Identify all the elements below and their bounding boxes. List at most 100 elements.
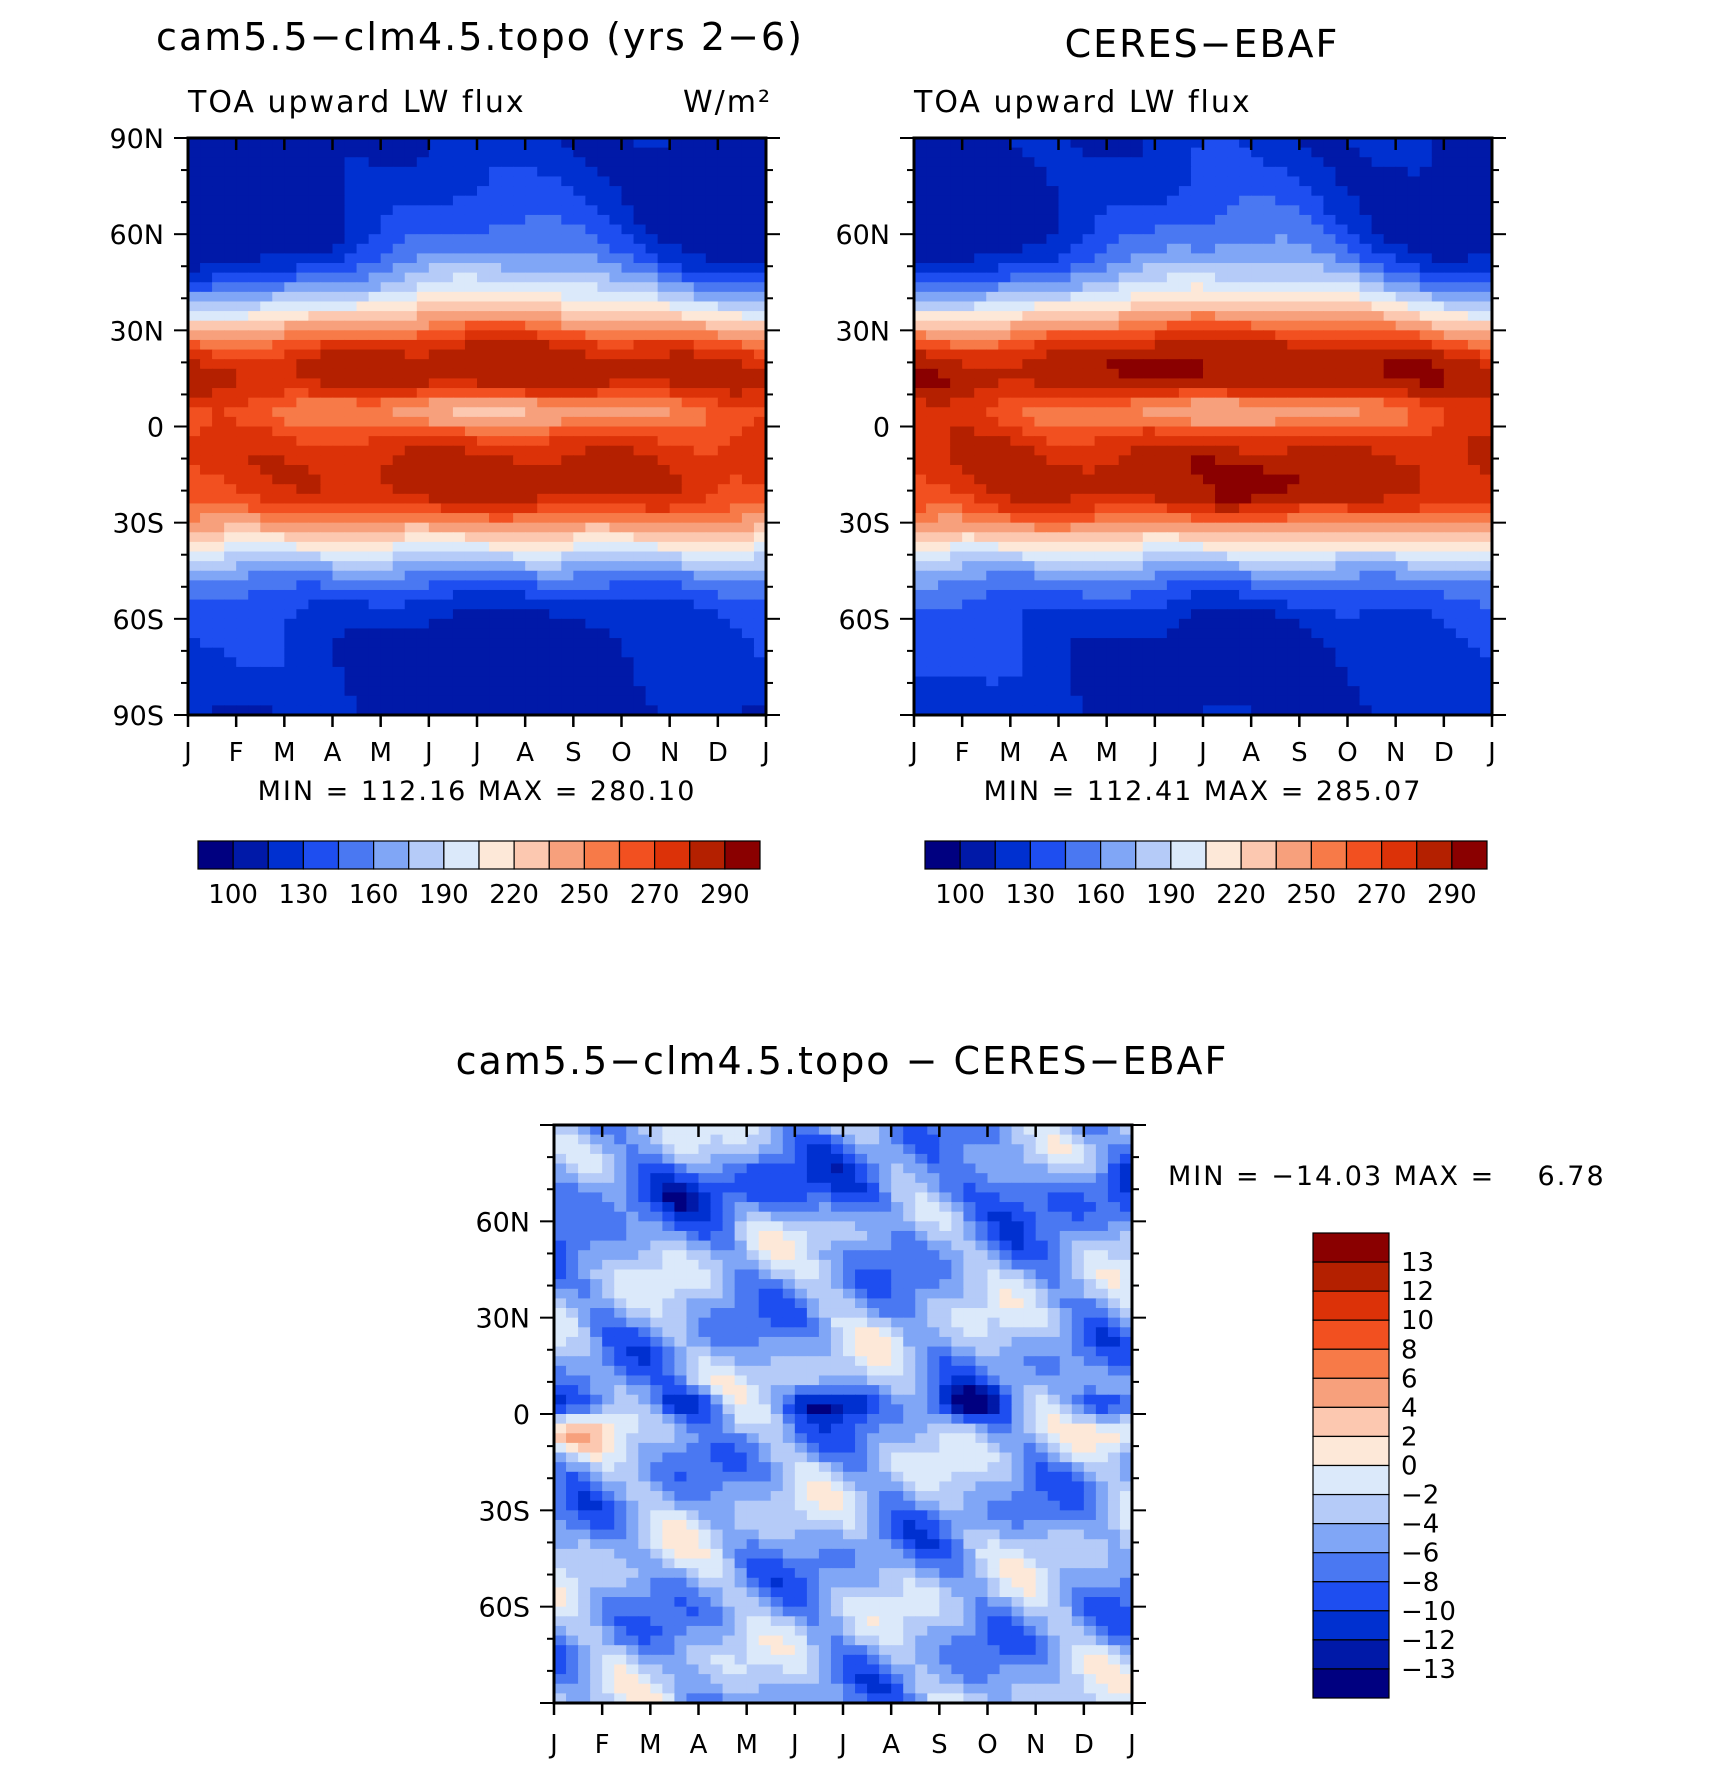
contour-cell [549,359,562,370]
contour-cell [717,464,731,476]
contour-cell [1311,397,1325,408]
contour-cell [200,426,213,437]
contour-cell [1058,243,1072,254]
contour-cell [332,686,346,697]
contour-cell [1419,445,1433,456]
contour-cell [693,609,707,620]
contour-row [914,301,1493,312]
contour-cell [1455,407,1469,418]
contour-cell [1190,464,1204,476]
contour-cell [440,561,454,572]
contour-cell [597,589,611,601]
contour-cell [681,493,695,505]
contour-cell [1311,484,1325,495]
contour-cell [320,551,334,562]
contour-cell [224,666,237,678]
contour-cell [272,532,285,543]
contour-cell [741,436,755,447]
contour-cell [549,339,562,351]
contour-cell [1106,166,1120,178]
contour-cell [332,676,346,687]
contour-cell [1118,378,1132,389]
contour-cell [489,628,502,639]
contour-cell [1371,214,1385,226]
contour-cell [260,388,273,399]
contour-cell [1106,243,1120,254]
contour-cell [998,416,1011,428]
contour-cell [477,186,490,197]
contour-cell [188,503,201,514]
contour-cell [1395,407,1409,418]
contour-cell [633,282,647,293]
contour-row [188,311,767,322]
contour-cell [380,253,394,264]
contour-cell [260,445,273,456]
contour-cell [753,541,767,553]
contour-cell [1311,445,1325,456]
contour-cell [621,214,635,226]
contour-cell [308,147,322,158]
contour-cell [188,513,201,524]
contour-cell [224,570,237,581]
contour-cell [1395,195,1409,206]
contour-cell [212,493,225,505]
contour-cell [561,166,574,178]
contour-cell [1166,407,1180,418]
contour-cell [200,474,213,485]
contour-cell [236,416,249,428]
contour-cell [260,484,273,495]
contour-cell [621,503,635,514]
contour-cell [1443,147,1457,158]
contour-cell [1347,397,1361,408]
contour-cell [1371,282,1385,293]
contour-cell [621,388,635,399]
contour-cell [974,436,987,447]
contour-cell [1142,176,1156,187]
contour-cell [1323,157,1337,168]
contour-cell [1287,426,1300,437]
contour-cell [657,138,671,149]
contour-cell [1407,397,1421,408]
contour-cell [1190,474,1204,485]
contour-cell [332,474,346,485]
contour-cell [392,551,406,562]
contour-cell [1359,291,1373,303]
contour-cell [1094,388,1108,399]
contour-cell [308,224,322,235]
contour-row [188,618,767,630]
contour-cell [1094,513,1108,524]
contour-cell [1034,272,1048,283]
contour-cell [440,330,454,341]
contour-cell [332,320,346,331]
contour-cell [537,138,550,149]
contour-cell [1130,311,1144,322]
contour-cell [344,330,358,341]
contour-cell [332,445,346,456]
contour-cell [1335,330,1349,341]
contour-cell [368,272,382,283]
contour-cell [645,705,659,716]
contour-cell [729,484,743,495]
contour-cell [1190,147,1204,158]
contour-cell [974,214,987,226]
contour-cell [1431,368,1445,380]
contour-cell [621,378,635,389]
contour-cell [1166,368,1180,380]
contour-cell [986,388,999,399]
contour-cell [513,666,526,678]
contour-cell [1010,407,1023,418]
contour-cell [452,493,466,505]
contour-cell [344,618,358,630]
contour-cell [1034,243,1048,254]
contour-cell [452,570,466,581]
contour-cell [645,474,659,485]
contour-cell [404,618,418,630]
contour-cell [452,445,466,456]
contour-cell [986,263,999,274]
contour-cell [693,503,707,514]
contour-cell [272,282,285,293]
contour-cell [477,253,490,264]
contour-cell [380,378,394,389]
contour-cell [1407,503,1421,514]
contour-cell [1335,339,1349,351]
